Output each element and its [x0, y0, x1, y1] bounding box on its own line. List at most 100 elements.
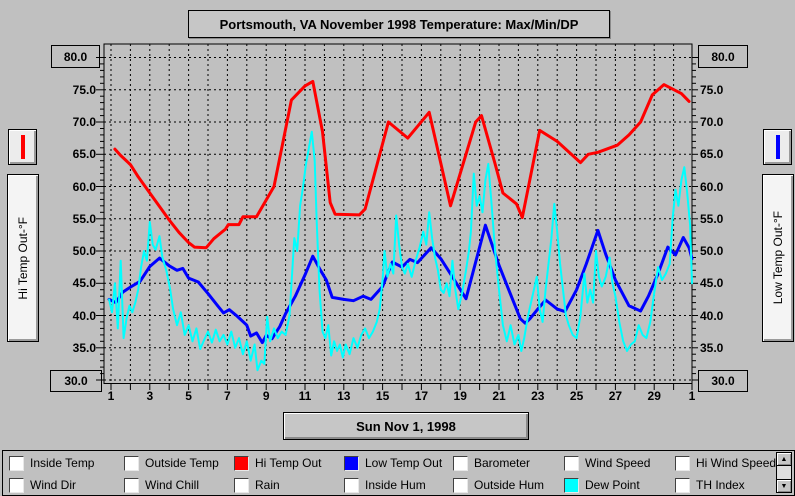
right-axis-title-button[interactable]: Low Temp Out-°F: [762, 174, 794, 342]
date-button[interactable]: Sun Nov 1, 1998: [283, 412, 529, 440]
scrollbar-track[interactable]: [776, 466, 792, 479]
axis-ticks: [96, 57, 698, 390]
legend-item-th-index: TH Index: [675, 477, 745, 493]
x-tick-label: 1: [108, 389, 115, 403]
left-axis-title-button[interactable]: Hi Temp Out-°F: [7, 174, 39, 342]
x-tick-label: 25: [570, 389, 584, 403]
axis-tick-label: 35.0: [700, 340, 724, 355]
x-tick-label: 19: [454, 389, 468, 403]
axis-tick-label: 70.0: [72, 115, 96, 129]
axis-tick-label: 50.0: [700, 244, 724, 258]
plot-border: [103, 43, 693, 384]
legend-checkbox-low-temp-out[interactable]: [344, 455, 359, 471]
axis-tick-label: 55.0: [72, 211, 96, 226]
axis-tick-label: 60.0: [72, 179, 96, 194]
axis-tick-label: 65.0: [700, 147, 724, 162]
legend-checkbox-dew-point[interactable]: [564, 477, 579, 493]
legend-checkbox-wind-chill[interactable]: [124, 477, 139, 493]
low-temp-scale-button[interactable]: [763, 129, 792, 165]
x-axis-tick-labels: 1 3 5 7 9 11 13 15 17 19 21 23 25 27 29 1: [108, 389, 696, 403]
scroll-down-icon: ▼: [780, 482, 788, 490]
x-tick-label: 23: [531, 389, 545, 403]
axis-tick-label: 60.0: [700, 179, 724, 194]
x-tick-label: 27: [609, 389, 623, 403]
legend-item-outside-hum: Outside Hum: [453, 477, 545, 493]
legend-item-wind-speed: Wind Speed: [564, 455, 651, 471]
axis-tick-label: 75.0: [72, 82, 96, 97]
legend-item-dew-point: Dew Point: [564, 477, 640, 493]
chart-plot-area: 1 3 5 7 9 11 13 15 17 19 21 23 25 27 29 1: [96, 43, 698, 403]
legend-label: Wind Chill: [145, 478, 200, 492]
legend-checkbox-th-index[interactable]: [675, 477, 690, 493]
legend-checkbox-inside-temp[interactable]: [9, 455, 24, 471]
gridlines: [104, 44, 692, 384]
legend-checkbox-hi-wind-speed[interactable]: [675, 455, 690, 471]
axis-tick-label: 45.0: [700, 276, 724, 291]
x-tick-label: 3: [146, 389, 153, 403]
x-tick-label: 17: [415, 389, 429, 403]
legend-label: Low Temp Out: [365, 456, 443, 470]
axis-tick-label: 55.0: [700, 211, 724, 226]
legend-label: Inside Hum: [365, 478, 426, 492]
legend-item-low-temp-out: Low Temp Out: [344, 455, 443, 471]
axis-tick-label: 40.0: [700, 308, 724, 323]
axis-tick-label: 35.0: [72, 340, 96, 355]
right-axis-title: Low Temp Out-°F: [771, 211, 785, 305]
series-hi-temp-out: [113, 79, 691, 250]
axis-tick-label: 70.0: [700, 115, 724, 129]
legend-label: Dew Point: [585, 478, 640, 492]
legend-label: Wind Speed: [585, 456, 651, 470]
x-tick-label: 7: [224, 389, 231, 403]
axis-tick-label: 45.0: [72, 276, 96, 291]
x-tick-label: 29: [648, 389, 662, 403]
legend-checkbox-outside-hum[interactable]: [453, 477, 468, 493]
x-tick-label: 9: [263, 389, 270, 403]
legend-item-hi-wind-speed: Hi Wind Speed: [675, 455, 776, 471]
axis-tick-label: 65.0: [72, 147, 96, 162]
legend-checkbox-wind-dir[interactable]: [9, 477, 24, 493]
legend-panel: ▲ ▼ Inside Temp Outside Temp Hi Temp Out Lo…: [2, 450, 795, 496]
axis-tick-label: 40.0: [72, 308, 96, 323]
left-axis-title: Hi Temp Out-°F: [16, 216, 30, 300]
hi-temp-scale-button[interactable]: [8, 129, 37, 165]
legend-item-rain: Rain: [234, 477, 280, 493]
x-tick-label: 5: [185, 389, 192, 403]
legend-checkbox-hi-temp-out[interactable]: [234, 455, 249, 471]
hi-temp-line-icon: [20, 135, 25, 159]
low-temp-line-icon: [775, 135, 780, 159]
legend-checkbox-rain[interactable]: [234, 477, 249, 493]
legend-label: Hi Temp Out: [255, 456, 322, 470]
legend-label: Rain: [255, 478, 280, 492]
legend-item-inside-hum: Inside Hum: [344, 477, 426, 493]
right-axis-min-button[interactable]: 30.0: [698, 370, 748, 392]
legend-item-wind-chill: Wind Chill: [124, 477, 200, 493]
legend-checkbox-barometer[interactable]: [453, 455, 468, 471]
legend-item-inside-temp: Inside Temp: [9, 455, 95, 471]
left-axis-min-button[interactable]: 30.0: [50, 370, 102, 392]
x-tick-label: 15: [376, 389, 390, 403]
legend-checkbox-outside-temp[interactable]: [124, 455, 139, 471]
legend-checkbox-inside-hum[interactable]: [344, 477, 359, 493]
axis-tick-label: 75.0: [700, 82, 724, 97]
x-tick-label: 11: [299, 389, 312, 403]
scroll-up-button[interactable]: ▲: [776, 452, 792, 466]
legend-checkbox-wind-speed[interactable]: [564, 455, 579, 471]
scroll-down-button[interactable]: ▼: [776, 479, 792, 493]
right-axis-max-button[interactable]: 80.0: [698, 45, 748, 68]
legend-scrollbar[interactable]: ▲ ▼: [776, 452, 792, 493]
legend-label: Outside Hum: [474, 478, 545, 492]
legend-label: Inside Temp: [30, 456, 95, 470]
legend-item-outside-temp: Outside Temp: [124, 455, 219, 471]
left-axis-max-button[interactable]: 80.0: [51, 45, 100, 68]
legend-item-barometer: Barometer: [453, 455, 530, 471]
chart-title-box: Portsmouth, VA November 1998 Temperature…: [188, 10, 610, 38]
legend-label: Wind Dir: [30, 478, 77, 492]
chart-title: Portsmouth, VA November 1998 Temperature…: [219, 16, 579, 32]
x-tick-label: 21: [492, 389, 506, 403]
legend-label: Outside Temp: [145, 456, 219, 470]
scroll-up-icon: ▲: [780, 455, 788, 463]
legend-item-hi-temp-out: Hi Temp Out: [234, 455, 322, 471]
legend-label: TH Index: [696, 478, 745, 492]
series-low-temp-out: [107, 223, 694, 345]
series-dew-point: [108, 130, 693, 372]
